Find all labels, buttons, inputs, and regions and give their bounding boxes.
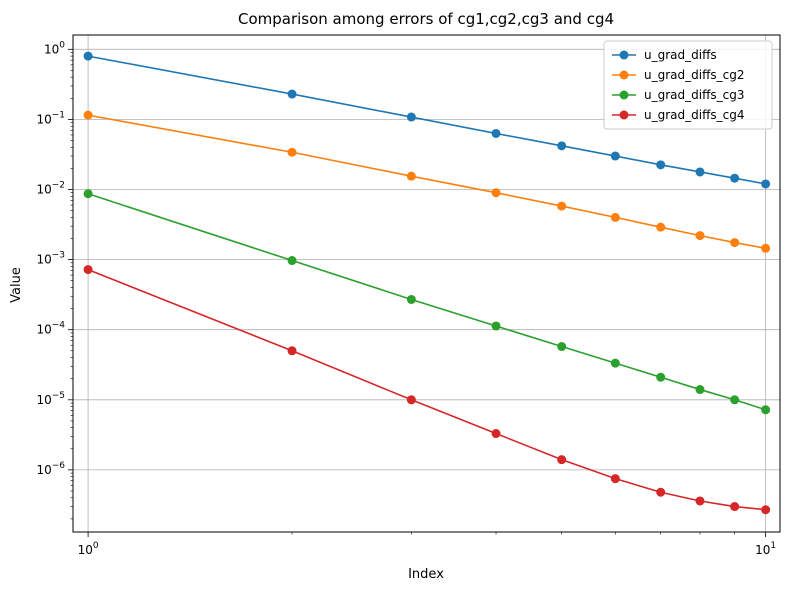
series-u_grad_diffs_cg2 — [83, 110, 771, 253]
legend-label: u_grad_diffs_cg3 — [644, 88, 744, 102]
data-point — [656, 487, 666, 497]
y-tick-label: 10−6 — [36, 461, 65, 477]
data-point — [695, 167, 705, 177]
data-point — [287, 256, 297, 266]
legend-item: u_grad_diffs_cg2 — [612, 68, 744, 82]
y-axis-label: Value — [9, 267, 24, 303]
data-point — [730, 395, 740, 405]
data-point — [406, 112, 416, 122]
data-point — [656, 222, 666, 232]
series-layer — [83, 51, 771, 515]
chart-title: Comparison among errors of cg1,cg2,cg3 a… — [238, 10, 614, 28]
series-line — [87, 192, 766, 411]
data-point — [730, 502, 740, 512]
legend-marker — [619, 110, 629, 120]
x-tick-label: 100 — [78, 541, 99, 557]
series-u_grad_diffs_cg3 — [83, 189, 771, 415]
data-point — [695, 231, 705, 241]
data-point — [557, 455, 567, 465]
data-point — [491, 429, 501, 439]
y-tick-label: 10−1 — [36, 110, 65, 126]
data-point — [406, 294, 416, 304]
data-point — [83, 265, 93, 275]
legend-label: u_grad_diffs_cg4 — [644, 108, 744, 122]
data-point — [287, 147, 297, 157]
y-tick-label: 10−3 — [36, 251, 65, 267]
series-line — [87, 114, 766, 250]
data-point — [761, 405, 771, 415]
y-tick-label: 10−5 — [36, 391, 65, 407]
data-point — [656, 372, 666, 382]
legend-marker — [619, 50, 629, 60]
series-u_grad_diffs_cg4 — [83, 265, 771, 515]
data-point — [610, 358, 620, 368]
series-line — [87, 268, 766, 511]
legend-item: u_grad_diffs — [612, 48, 717, 62]
data-point — [83, 51, 93, 61]
x-axis-label: Index — [408, 567, 444, 582]
y-tick-label: 100 — [44, 40, 65, 56]
data-point — [83, 110, 93, 120]
data-point — [610, 212, 620, 222]
data-point — [287, 346, 297, 356]
ticks: 100 10−1 10−2 10−3 10−4 10−5 10−6 100 101 — [36, 40, 776, 557]
y-tick-label: 10−4 — [36, 321, 65, 337]
data-point — [557, 342, 567, 352]
data-point — [610, 151, 620, 161]
legend-box — [603, 40, 773, 130]
data-point — [761, 179, 771, 189]
data-point — [491, 128, 501, 138]
data-point — [287, 89, 297, 99]
plot-frame — [72, 34, 781, 533]
data-point — [730, 173, 740, 183]
legend-item: u_grad_diffs_cg3 — [612, 88, 744, 102]
data-point — [656, 160, 666, 170]
data-point — [83, 189, 93, 199]
data-point — [491, 321, 501, 331]
data-point — [406, 395, 416, 405]
legend-marker — [619, 70, 629, 80]
legend-label: u_grad_diffs — [644, 48, 717, 62]
data-point — [557, 141, 567, 151]
legend-label: u_grad_diffs_cg2 — [644, 68, 744, 82]
data-point — [761, 243, 771, 253]
data-point — [491, 188, 501, 198]
series-line — [87, 55, 766, 185]
data-point — [610, 474, 620, 484]
data-point — [557, 201, 567, 211]
data-point — [695, 385, 705, 395]
y-tick-label: 10−2 — [36, 181, 65, 197]
series-u_grad_diffs — [83, 51, 771, 189]
data-point — [695, 496, 705, 506]
legend-item: u_grad_diffs_cg4 — [612, 108, 744, 122]
data-point — [406, 171, 416, 181]
legend-marker — [619, 90, 629, 100]
x-tick-label: 101 — [755, 541, 776, 557]
legend: u_grad_diffs u_grad_diffs_cg2 u_grad_diffs… — [603, 40, 773, 130]
data-point — [730, 238, 740, 248]
data-point — [761, 505, 771, 515]
